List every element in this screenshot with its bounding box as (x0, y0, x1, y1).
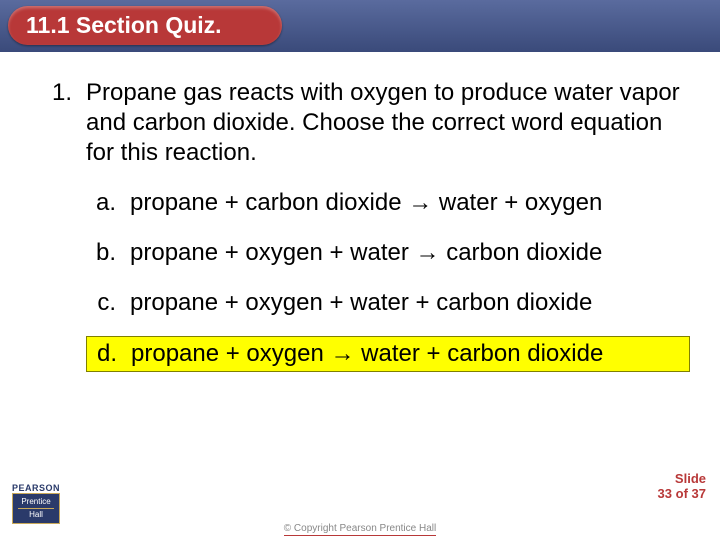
option-text: propane + carbon dioxide → water + oxyge… (130, 188, 686, 218)
option-letter: c. (86, 288, 130, 318)
footer: Slide 33 of 37 PEARSON Prentice Hall © C… (0, 472, 720, 540)
option-text: propane + oxygen → water + carbon dioxid… (131, 339, 685, 369)
header-bar: 11.1 Section Quiz. (0, 0, 720, 52)
section-title: 11.1 Section Quiz. (8, 6, 282, 45)
option-text: propane + oxygen + water + carbon dioxid… (130, 288, 686, 318)
option-b[interactable]: b. propane + oxygen + water → carbon dio… (86, 236, 690, 270)
content-area: 1. Propane gas reacts with oxygen to pro… (0, 52, 720, 372)
pearson-text: PEARSON (12, 483, 60, 493)
copyright-text: © Copyright Pearson Prentice Hall (0, 523, 720, 534)
option-letter: b. (86, 238, 130, 268)
option-letter: a. (86, 188, 130, 218)
option-letter: d. (87, 339, 131, 369)
slide-number: Slide 33 of 37 (658, 472, 706, 502)
prentice-hall-box: Prentice Hall (12, 493, 60, 524)
option-text: propane + oxygen + water → carbon dioxid… (130, 238, 686, 268)
question-number: 1. (30, 78, 86, 168)
option-c[interactable]: c. propane + oxygen + water + carbon dio… (86, 286, 690, 320)
question-text: Propane gas reacts with oxygen to produc… (86, 78, 690, 168)
question-block: 1. Propane gas reacts with oxygen to pro… (30, 78, 690, 168)
publisher-logo: PEARSON Prentice Hall (12, 483, 60, 524)
option-a[interactable]: a. propane + carbon dioxide → water + ox… (86, 186, 690, 220)
option-d[interactable]: d. propane + oxygen → water + carbon dio… (86, 336, 690, 372)
